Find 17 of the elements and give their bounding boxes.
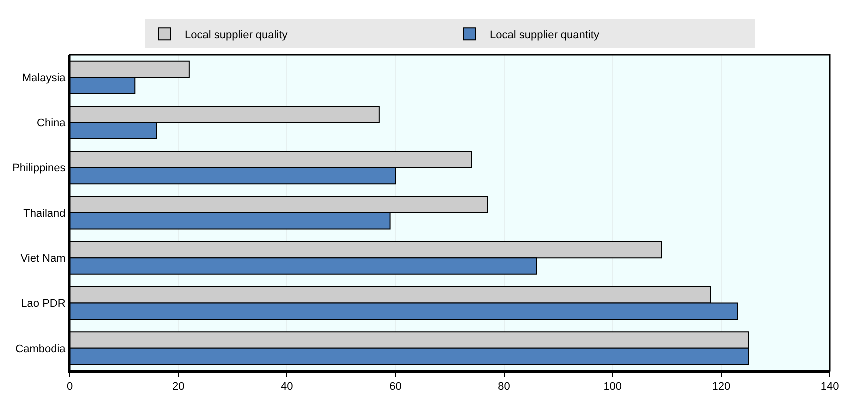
y-tick-label: China <box>37 118 67 130</box>
y-tick-label: Thailand <box>24 208 66 220</box>
legend-label: Local supplier quality <box>185 29 288 42</box>
y-tick-label: Lao PDR <box>21 298 66 310</box>
x-tick-label: 0 <box>66 381 74 394</box>
x-tick-label: 120 <box>712 381 731 394</box>
x-tick-label: 100 <box>604 381 622 394</box>
y-tick-label: Malaysia <box>22 72 67 84</box>
x-tick-label: 20 <box>172 381 185 394</box>
y-tick-label: Viet Nam <box>20 252 66 265</box>
x-tick-label: 60 <box>390 381 402 394</box>
x-tick-label: 140 <box>820 381 840 394</box>
y-tick-label: Philippines <box>12 162 66 175</box>
y-tick-label: Cambodia <box>16 343 67 356</box>
x-tick-label: 80 <box>498 381 510 394</box>
legend-label: Local supplier quantity <box>490 29 600 42</box>
x-tick-label: 40 <box>281 381 294 394</box>
